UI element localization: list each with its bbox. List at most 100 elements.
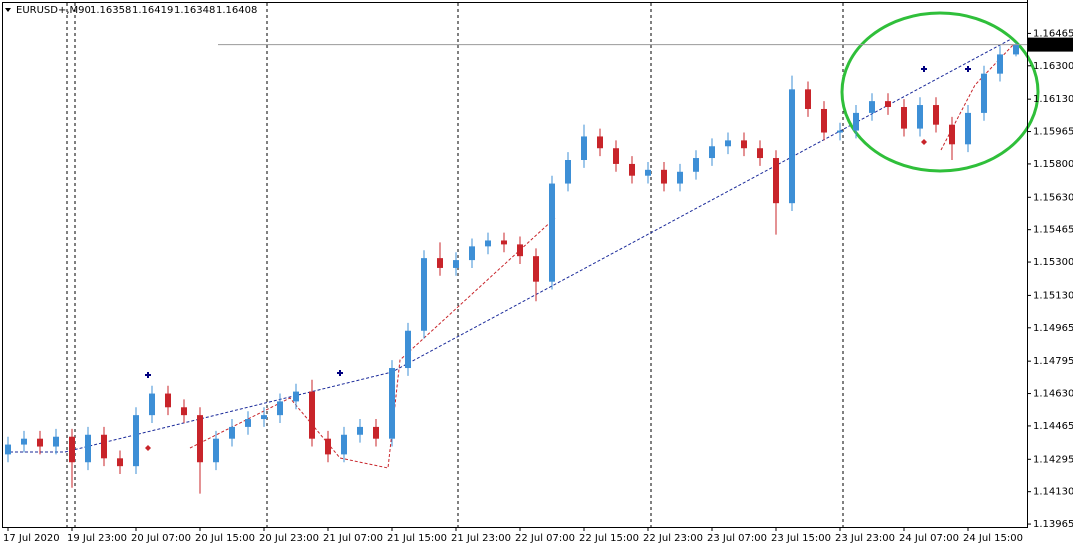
candle-body <box>821 108 827 133</box>
candle-body <box>757 148 763 159</box>
candle-body <box>837 130 843 133</box>
y-tick-label: 1.15465 <box>1033 225 1073 236</box>
candle-body <box>933 105 939 125</box>
candle-body <box>421 258 427 331</box>
candle-body <box>229 426 235 439</box>
candles <box>5 42 1019 494</box>
y-tick-label: 1.14295 <box>1033 454 1073 465</box>
candle-body <box>597 136 603 149</box>
x-tick-label: 20 Jul 15:00 <box>195 533 255 544</box>
candle-body <box>245 419 251 427</box>
candle-body <box>869 101 875 113</box>
candle-body <box>997 54 1003 74</box>
y-tick-label: 1.13965 <box>1033 519 1073 530</box>
symbol: EURUSD+,M90 <box>16 5 91 16</box>
candle-body <box>389 368 395 439</box>
candle-body <box>981 73 987 113</box>
candle-body <box>773 158 779 204</box>
candle-body <box>117 458 123 467</box>
y-tick-label: 1.14965 <box>1033 323 1073 334</box>
x-tick-label: 24 Jul 15:00 <box>963 533 1023 544</box>
x-tick-label: 20 Jul 07:00 <box>131 533 191 544</box>
header-high: 1.16419 <box>132 5 173 16</box>
candle-body <box>613 148 619 164</box>
candle-body <box>101 434 107 459</box>
candle-body <box>165 393 171 408</box>
candle-body <box>677 171 683 184</box>
candle-body <box>469 246 475 261</box>
candle-body <box>789 89 795 204</box>
x-tick-label: 23 Jul 15:00 <box>771 533 831 544</box>
x-tick-label: 23 Jul 23:00 <box>835 533 895 544</box>
candle-body <box>581 136 587 161</box>
candle-body <box>149 393 155 416</box>
candle-body <box>517 244 523 257</box>
arrow <box>145 372 151 378</box>
candle-body <box>69 436 75 463</box>
y-tick-label: 1.16465 <box>1033 28 1073 39</box>
candle-body <box>197 415 203 463</box>
y-tick-label: 1.14630 <box>1033 389 1073 400</box>
y-tick-label: 1.15300 <box>1033 257 1073 268</box>
candle-body <box>53 436 59 447</box>
candle-body <box>37 438 43 447</box>
y-tick-label: 1.14465 <box>1033 421 1073 432</box>
candle-body <box>309 391 315 439</box>
candle-body <box>565 160 571 184</box>
x-tick-label: 24 Jul 07:00 <box>899 533 959 544</box>
candle-body <box>485 240 491 247</box>
candle-body <box>133 415 139 467</box>
candle-body <box>357 426 363 435</box>
x-tick-label: 21 Jul 07:00 <box>323 533 383 544</box>
arrow <box>337 370 343 376</box>
y-tick-label: 1.15965 <box>1033 127 1073 138</box>
price-label: 1.16408 <box>1032 40 1073 51</box>
candle-body <box>741 140 747 149</box>
x-tick-label: 21 Jul 23:00 <box>451 533 511 544</box>
x-tick-label: 20 Jul 23:00 <box>259 533 319 544</box>
candle-body <box>805 89 811 109</box>
candle-body <box>917 105 923 129</box>
trend-line <box>189 217 556 469</box>
candle-body <box>373 426 379 439</box>
menu-triangle <box>5 8 11 12</box>
arrow <box>145 445 151 451</box>
candle-body <box>725 140 731 147</box>
x-tick-label: 23 Jul 07:00 <box>707 533 767 544</box>
candle-body <box>693 158 699 172</box>
header-low: 1.16348 <box>174 5 215 16</box>
candle-body <box>853 112 859 131</box>
candle-body <box>949 124 955 145</box>
y-tick-label: 1.14130 <box>1033 487 1073 498</box>
y-tick-label: 1.15130 <box>1033 290 1073 301</box>
candle-body <box>85 434 91 463</box>
candle-body <box>405 330 411 369</box>
x-tick-label: 21 Jul 15:00 <box>387 533 447 544</box>
candle-body <box>709 146 715 159</box>
x-tick-label: 22 Jul 07:00 <box>515 533 575 544</box>
candle-body <box>501 240 507 245</box>
y-tick-label: 1.16300 <box>1033 61 1073 72</box>
candle-body <box>325 438 331 455</box>
arrow <box>965 66 971 72</box>
candle-body <box>181 407 187 416</box>
candle-body <box>453 260 459 268</box>
candle-body <box>661 169 667 184</box>
candle-body <box>5 444 11 455</box>
candle-body <box>1013 44 1019 55</box>
arrow <box>921 139 927 145</box>
trend-line <box>5 37 1014 453</box>
highlight-ellipse <box>840 11 1040 173</box>
candle-body <box>549 183 555 282</box>
candle-body <box>901 107 907 129</box>
candle-body <box>277 401 283 416</box>
y-tick-label: 1.14795 <box>1033 356 1073 367</box>
candle-body <box>213 438 219 463</box>
axes: 1.16465 1.16300 1.16130 1.15965 1.15800 1.156… <box>3 0 1073 544</box>
y-tick-label: 1.15630 <box>1033 192 1073 203</box>
candle-body <box>437 258 443 268</box>
x-tick-label: 22 Jul 23:00 <box>643 533 703 544</box>
candle-body <box>645 169 651 176</box>
candle-body <box>341 434 347 455</box>
